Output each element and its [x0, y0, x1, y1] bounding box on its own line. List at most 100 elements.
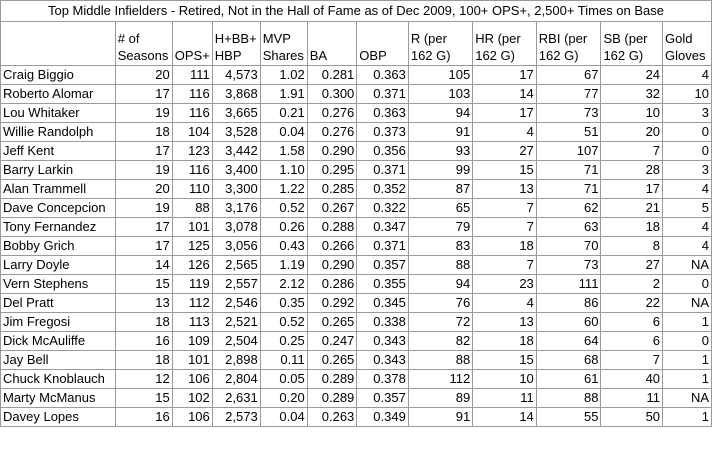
home-runs-cell[interactable]: 4 — [472, 293, 537, 313]
ba-cell[interactable]: 0.300 — [306, 84, 358, 104]
home-runs-cell[interactable]: 18 — [472, 331, 537, 351]
obp-cell[interactable]: 0.378 — [356, 369, 409, 389]
seasons-cell[interactable]: 12 — [114, 369, 173, 389]
ops-plus-cell[interactable]: 106 — [171, 369, 213, 389]
times-on-base-cell[interactable]: 3,176 — [211, 198, 261, 218]
gold-gloves-cell[interactable]: 0 — [662, 274, 712, 294]
stolen-bases-cell[interactable]: 27 — [600, 255, 664, 275]
runs-cell[interactable]: 72 — [407, 312, 474, 332]
home-runs-cell[interactable]: 17 — [472, 65, 537, 85]
ops-plus-cell[interactable]: 101 — [171, 350, 213, 370]
times-on-base-cell[interactable]: 2,631 — [211, 388, 261, 408]
ba-cell[interactable]: 0.288 — [306, 217, 358, 237]
times-on-base-cell[interactable]: 3,868 — [211, 84, 261, 104]
obp-cell[interactable]: 0.343 — [356, 350, 409, 370]
ba-cell[interactable]: 0.263 — [306, 407, 358, 427]
stolen-bases-cell[interactable]: 11 — [600, 388, 664, 408]
times-on-base-cell[interactable]: 2,504 — [211, 331, 261, 351]
runs-cell[interactable]: 65 — [407, 198, 474, 218]
times-on-base-cell[interactable]: 3,300 — [211, 179, 261, 199]
obp-cell[interactable]: 0.349 — [356, 407, 409, 427]
gold-gloves-cell[interactable]: 0 — [662, 122, 712, 142]
ops-plus-cell[interactable]: 101 — [171, 217, 213, 237]
obp-cell[interactable]: 0.373 — [356, 122, 409, 142]
header-home-runs[interactable]: HR (per 162 G) — [472, 21, 537, 66]
ba-cell[interactable]: 0.276 — [306, 122, 358, 142]
mvp-shares-cell[interactable]: 0.04 — [259, 122, 308, 142]
home-runs-cell[interactable]: 27 — [472, 141, 537, 161]
home-runs-cell[interactable]: 10 — [472, 369, 537, 389]
home-runs-cell[interactable]: 4 — [472, 122, 537, 142]
gold-gloves-cell[interactable]: 4 — [662, 236, 712, 256]
ba-cell[interactable]: 0.295 — [306, 160, 358, 180]
ops-plus-cell[interactable]: 111 — [171, 65, 213, 85]
seasons-cell[interactable]: 14 — [114, 255, 173, 275]
runs-cell[interactable]: 91 — [407, 122, 474, 142]
seasons-cell[interactable]: 18 — [114, 350, 173, 370]
ba-cell[interactable]: 0.286 — [306, 274, 358, 294]
player-name-cell[interactable]: Dave Concepcion — [0, 198, 116, 218]
home-runs-cell[interactable]: 15 — [472, 350, 537, 370]
seasons-cell[interactable]: 18 — [114, 312, 173, 332]
rbi-cell[interactable]: 71 — [535, 160, 602, 180]
ops-plus-cell[interactable]: 88 — [171, 198, 213, 218]
home-runs-cell[interactable]: 7 — [472, 255, 537, 275]
ba-cell[interactable]: 0.267 — [306, 198, 358, 218]
player-name-cell[interactable]: Larry Doyle — [0, 255, 116, 275]
stolen-bases-cell[interactable]: 18 — [600, 217, 664, 237]
rbi-cell[interactable]: 61 — [535, 369, 602, 389]
runs-cell[interactable]: 76 — [407, 293, 474, 313]
gold-gloves-cell[interactable]: 10 — [662, 84, 712, 104]
mvp-shares-cell[interactable]: 1.58 — [259, 141, 308, 161]
header-gold-gloves[interactable]: Gold Gloves — [662, 21, 712, 66]
times-on-base-cell[interactable]: 2,557 — [211, 274, 261, 294]
stolen-bases-cell[interactable]: 10 — [600, 103, 664, 123]
ba-cell[interactable]: 0.265 — [306, 312, 358, 332]
header-times-on-base[interactable]: H+BB+ HBP — [211, 21, 261, 66]
runs-cell[interactable]: 105 — [407, 65, 474, 85]
obp-cell[interactable]: 0.357 — [356, 255, 409, 275]
ops-plus-cell[interactable]: 113 — [171, 312, 213, 332]
header-obp[interactable]: OBP — [356, 21, 409, 66]
times-on-base-cell[interactable]: 3,442 — [211, 141, 261, 161]
times-on-base-cell[interactable]: 2,804 — [211, 369, 261, 389]
gold-gloves-cell[interactable]: 0 — [662, 141, 712, 161]
rbi-cell[interactable]: 55 — [535, 407, 602, 427]
ops-plus-cell[interactable]: 123 — [171, 141, 213, 161]
ops-plus-cell[interactable]: 106 — [171, 407, 213, 427]
obp-cell[interactable]: 0.352 — [356, 179, 409, 199]
ba-cell[interactable]: 0.290 — [306, 255, 358, 275]
header-seasons[interactable]: # of Seasons — [114, 21, 173, 66]
mvp-shares-cell[interactable]: 2.12 — [259, 274, 308, 294]
gold-gloves-cell[interactable]: 1 — [662, 407, 712, 427]
player-name-cell[interactable]: Marty McManus — [0, 388, 116, 408]
seasons-cell[interactable]: 17 — [114, 236, 173, 256]
seasons-cell[interactable]: 19 — [114, 198, 173, 218]
runs-cell[interactable]: 83 — [407, 236, 474, 256]
stolen-bases-cell[interactable]: 2 — [600, 274, 664, 294]
mvp-shares-cell[interactable]: 0.05 — [259, 369, 308, 389]
gold-gloves-cell[interactable]: 1 — [662, 369, 712, 389]
runs-cell[interactable]: 103 — [407, 84, 474, 104]
stolen-bases-cell[interactable]: 6 — [600, 312, 664, 332]
mvp-shares-cell[interactable]: 1.91 — [259, 84, 308, 104]
times-on-base-cell[interactable]: 3,528 — [211, 122, 261, 142]
ba-cell[interactable]: 0.281 — [306, 65, 358, 85]
player-name-cell[interactable]: Lou Whitaker — [0, 103, 116, 123]
player-name-cell[interactable]: Chuck Knoblauch — [0, 369, 116, 389]
mvp-shares-cell[interactable]: 0.26 — [259, 217, 308, 237]
times-on-base-cell[interactable]: 2,521 — [211, 312, 261, 332]
runs-cell[interactable]: 94 — [407, 103, 474, 123]
header-mvp-shares[interactable]: MVP Shares — [259, 21, 308, 66]
home-runs-cell[interactable]: 15 — [472, 160, 537, 180]
times-on-base-cell[interactable]: 3,665 — [211, 103, 261, 123]
player-name-cell[interactable]: Jeff Kent — [0, 141, 116, 161]
header-stolen-bases[interactable]: SB (per 162 G) — [600, 21, 664, 66]
player-name-cell[interactable]: Dick McAuliffe — [0, 331, 116, 351]
rbi-cell[interactable]: 70 — [535, 236, 602, 256]
runs-cell[interactable]: 112 — [407, 369, 474, 389]
runs-cell[interactable]: 89 — [407, 388, 474, 408]
runs-cell[interactable]: 91 — [407, 407, 474, 427]
header-ops-plus[interactable]: OPS+ — [171, 21, 213, 66]
rbi-cell[interactable]: 63 — [535, 217, 602, 237]
